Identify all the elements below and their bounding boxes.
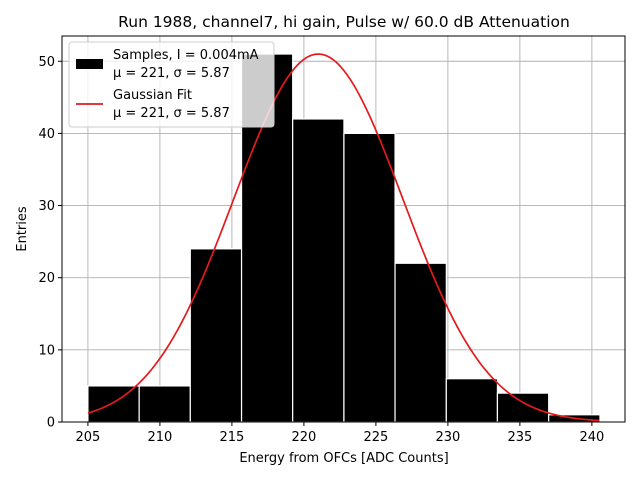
y-tick-label: 0	[47, 416, 55, 431]
histogram-bar	[138, 385, 191, 423]
gaussian-fit-layer	[87, 53, 600, 422]
y-tick-label: 30	[38, 199, 55, 214]
legend-samples-stats: μ = 221, σ = 5.87	[113, 66, 230, 81]
x-tick-label: 215	[219, 430, 244, 445]
x-tick-label: 230	[435, 430, 460, 445]
x-tick-label: 240	[579, 430, 604, 445]
y-tick-label: 40	[38, 127, 55, 142]
legend-box	[68, 41, 275, 128]
legend-fit-stats: μ = 221, σ = 5.87	[113, 106, 230, 121]
chart-title: Run 1988, channel7, hi gain, Pulse w/ 60…	[118, 13, 570, 31]
y-tick-label: 10	[38, 343, 55, 358]
y-axis-label: Entries	[15, 206, 30, 252]
histogram-bar	[343, 132, 396, 423]
histogram-bar	[189, 248, 243, 423]
y-axis-ticks: 0 10 20 30 40 50	[38, 55, 62, 431]
x-tick-label: 225	[363, 430, 388, 445]
histogram-bars	[87, 53, 601, 423]
x-tick-label: 235	[507, 430, 532, 445]
histogram-bar	[394, 262, 447, 423]
legend-samples-swatch	[76, 59, 103, 69]
histogram-bar	[292, 118, 345, 423]
plot-frame	[61, 35, 626, 423]
histogram-bar	[445, 378, 499, 423]
x-axis-ticks: 205 210 215 220 225 230 235 240	[76, 422, 604, 445]
legend-fit-label: Gaussian Fit	[113, 88, 192, 103]
legend: Samples, I = 0.004mA μ = 221, σ = 5.87 G…	[68, 41, 275, 128]
histogram-bar	[496, 392, 550, 423]
x-tick-label: 210	[147, 430, 172, 445]
x-tick-label: 220	[291, 430, 316, 445]
legend-samples-label: Samples, I = 0.004mA	[113, 48, 259, 63]
x-tick-label: 205	[76, 430, 101, 445]
y-tick-label: 20	[38, 271, 55, 286]
gaussian-fit-curve	[87, 53, 600, 422]
y-tick-label: 50	[38, 55, 55, 70]
histogram-bar	[87, 385, 140, 423]
x-axis-label: Energy from OFCs [ADC Counts]	[239, 451, 448, 466]
